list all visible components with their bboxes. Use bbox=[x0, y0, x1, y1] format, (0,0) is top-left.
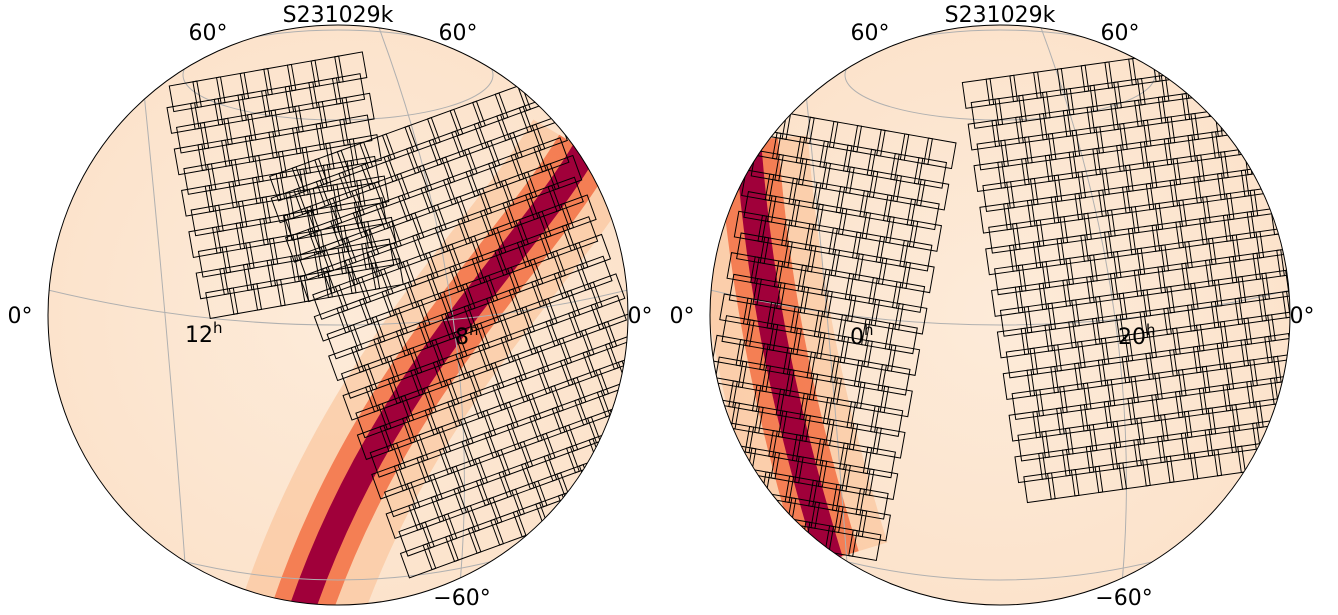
tile bbox=[1285, 436, 1316, 466]
lat-label: −60° bbox=[433, 586, 490, 611]
ra-unit: h bbox=[864, 321, 874, 339]
tile bbox=[1276, 416, 1307, 446]
tile bbox=[581, 478, 616, 512]
tile bbox=[649, 454, 684, 488]
tile bbox=[754, 513, 786, 543]
lat-label: −60° bbox=[1095, 586, 1152, 611]
tile bbox=[602, 448, 637, 482]
tile bbox=[647, 432, 682, 466]
figure: S231029k60°60°0°0°−60°12h8h S231029k60°6… bbox=[0, 0, 1338, 615]
ra-unit: h bbox=[1146, 321, 1156, 339]
tile bbox=[707, 505, 739, 535]
ra-number: 20 bbox=[1118, 325, 1146, 350]
tile bbox=[633, 392, 668, 426]
lat-label: 60° bbox=[189, 21, 228, 46]
lat-label: 0° bbox=[8, 304, 33, 329]
ra-unit: h bbox=[469, 321, 479, 339]
tile bbox=[1206, 87, 1237, 117]
tile bbox=[691, 459, 723, 489]
tile bbox=[1297, 350, 1328, 380]
tile bbox=[1288, 330, 1319, 360]
tile bbox=[1233, 62, 1264, 92]
tile bbox=[1185, 69, 1216, 99]
lat-label: 60° bbox=[439, 21, 478, 46]
tile bbox=[1176, 49, 1207, 79]
panel-title: S231029k bbox=[283, 3, 394, 28]
tile bbox=[1294, 371, 1325, 401]
tile bbox=[1309, 433, 1338, 463]
tile bbox=[1303, 391, 1334, 421]
lat-label: 0° bbox=[628, 304, 653, 329]
ra-number: 8 bbox=[455, 325, 469, 350]
tile bbox=[620, 375, 655, 409]
ra-number: 12 bbox=[185, 323, 213, 348]
lat-label: 60° bbox=[851, 21, 890, 46]
tile bbox=[1262, 100, 1293, 130]
tile bbox=[612, 422, 647, 456]
tile bbox=[604, 470, 639, 504]
lat-label: 0° bbox=[1290, 304, 1315, 329]
tile bbox=[1286, 266, 1317, 296]
tile bbox=[731, 509, 763, 539]
tile bbox=[1224, 42, 1255, 72]
tile bbox=[1209, 65, 1240, 95]
tile bbox=[1238, 103, 1269, 133]
tile bbox=[1253, 80, 1284, 110]
tile bbox=[1300, 413, 1331, 443]
tile bbox=[1256, 59, 1287, 89]
tile bbox=[1279, 395, 1310, 425]
tile bbox=[693, 481, 725, 511]
tile bbox=[698, 418, 730, 448]
tile bbox=[1259, 122, 1290, 152]
tile bbox=[1280, 225, 1311, 255]
tile bbox=[626, 462, 661, 496]
tile bbox=[625, 440, 660, 474]
tile bbox=[716, 485, 748, 515]
ra-unit: h bbox=[213, 319, 223, 337]
lat-label: 0° bbox=[670, 304, 695, 329]
sky-panel: S231029k60°60°0°0°−60°12h8h bbox=[8, 3, 690, 615]
tile bbox=[1248, 39, 1279, 69]
tile bbox=[1230, 84, 1261, 114]
tile bbox=[700, 440, 732, 470]
ra-number: 0 bbox=[850, 325, 864, 350]
tile bbox=[740, 490, 772, 520]
tile bbox=[634, 414, 669, 448]
tile bbox=[1274, 183, 1305, 213]
panel-title: S231029k bbox=[945, 3, 1056, 28]
tile bbox=[714, 464, 746, 494]
lat-label: 60° bbox=[1101, 21, 1140, 46]
tile bbox=[683, 501, 715, 531]
tile bbox=[1261, 440, 1292, 470]
tile bbox=[610, 401, 645, 435]
tile bbox=[1235, 125, 1266, 155]
tile bbox=[1200, 45, 1231, 75]
tile bbox=[1268, 142, 1299, 172]
tile bbox=[1265, 163, 1296, 193]
